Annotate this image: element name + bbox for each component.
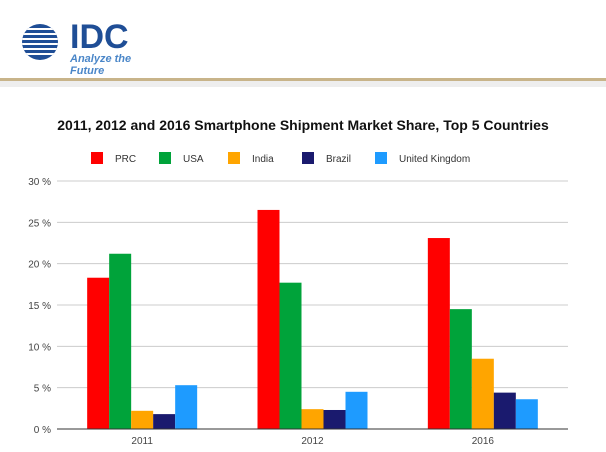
y-tick-label: 15 % [28, 301, 51, 312]
bar-usa-2011 [109, 253, 132, 429]
y-tick-label: 20 % [28, 260, 51, 271]
legend-swatch-brazil [302, 152, 314, 164]
bar-india-2011 [131, 410, 154, 429]
chart-title: 2011, 2012 and 2016 Smartphone Shipment … [57, 117, 549, 133]
bar-usa-2016 [449, 309, 472, 429]
logo-text: IDC [70, 18, 129, 56]
legend-swatch-united-kingdom [375, 152, 387, 164]
y-tick-label: 0 % [34, 425, 51, 436]
bar-prc-2012 [257, 209, 280, 429]
header-shadow [0, 81, 606, 87]
bars [87, 209, 538, 429]
bar-united-kingdom-2016 [515, 399, 538, 429]
y-axis: 0 % 5 % 10 % 15 % 20 % 25 % 30 % [28, 177, 51, 436]
header-divider [0, 78, 606, 81]
bar-brazil-2011 [153, 414, 176, 429]
legend-label-brazil: Brazil [326, 154, 351, 165]
y-tick-label: 25 % [28, 218, 51, 229]
logo-tagline: Analyze the Future [70, 53, 132, 77]
x-tick-label: 2016 [472, 436, 495, 447]
legend-swatch-prc [91, 152, 103, 164]
y-tick-label: 30 % [28, 177, 51, 188]
idc-logo[interactable]: IDC Analyze the Future [18, 18, 158, 77]
legend: PRC USA India Brazil United Kingdom [91, 152, 470, 165]
bar-usa-2012 [279, 282, 302, 429]
globe-icon [22, 24, 58, 60]
bar-united-kingdom-2012 [345, 391, 368, 429]
x-tick-label: 2011 [131, 436, 153, 447]
legend-label-usa: USA [183, 154, 204, 165]
x-axis: 2011 2012 2016 [57, 428, 568, 447]
bar-united-kingdom-2011 [175, 385, 198, 429]
legend-label-prc: PRC [115, 154, 136, 165]
legend-swatch-india [228, 152, 240, 164]
gridlines [57, 180, 568, 389]
bar-india-2016 [471, 358, 494, 429]
x-tick-label: 2012 [301, 436, 324, 447]
legend-label-united-kingdom: United Kingdom [399, 154, 470, 165]
y-tick-label: 5 % [34, 384, 51, 395]
bar-india-2012 [301, 409, 324, 429]
bar-prc-2016 [427, 238, 450, 429]
header: IDC Analyze the Future [0, 0, 606, 82]
bar-prc-2011 [87, 277, 110, 429]
legend-swatch-usa [159, 152, 171, 164]
legend-label-india: India [252, 154, 274, 165]
y-tick-label: 10 % [28, 342, 51, 353]
bar-brazil-2016 [493, 392, 516, 429]
bar-brazil-2012 [323, 409, 346, 429]
